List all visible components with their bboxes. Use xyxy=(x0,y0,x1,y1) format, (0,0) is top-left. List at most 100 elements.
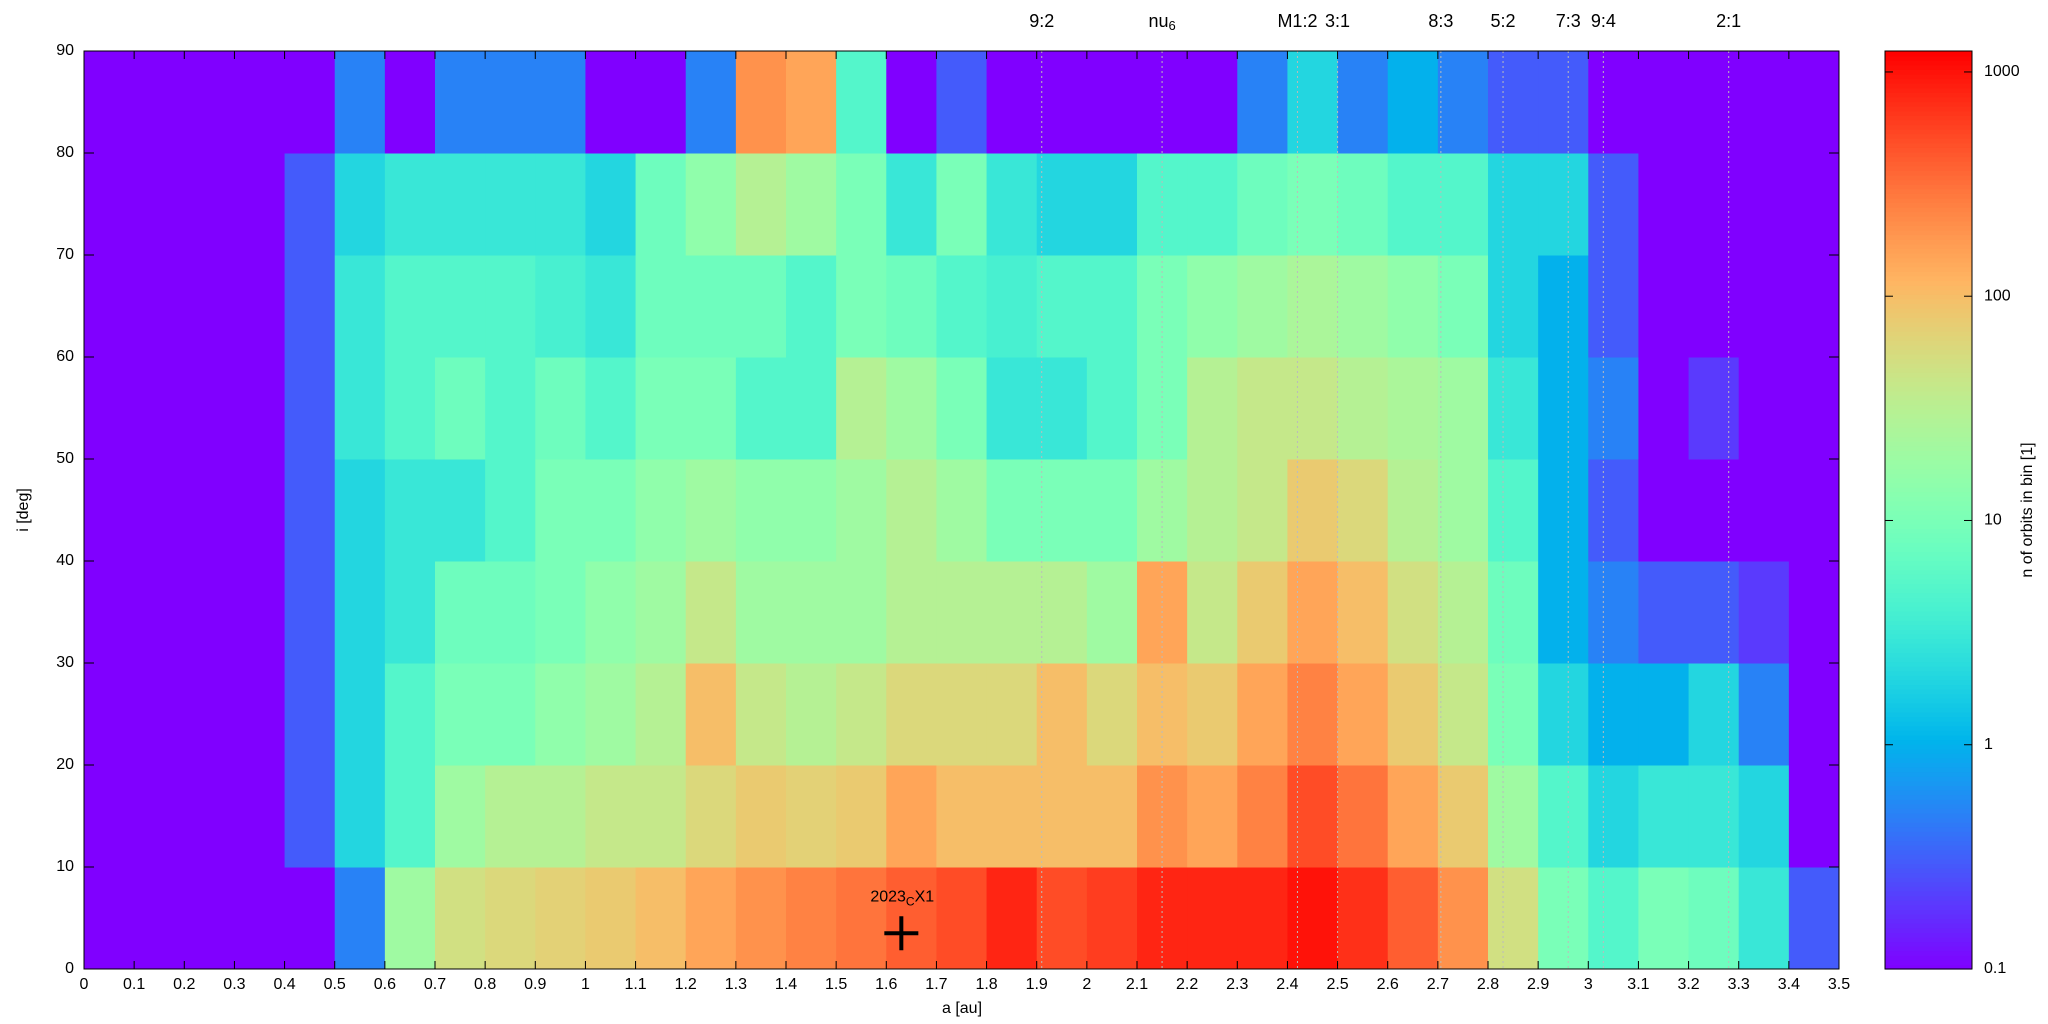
colorbar-strip xyxy=(1885,863,1972,869)
heatmap-cell xyxy=(936,561,988,664)
colorbar-strip xyxy=(1885,308,1972,314)
heatmap-cell xyxy=(334,153,386,256)
heatmap-cell xyxy=(1488,459,1539,562)
heatmap-cell xyxy=(1036,255,1088,358)
heatmap-cell xyxy=(134,663,185,766)
y-tick-label: 90 xyxy=(56,42,74,59)
colorbar-strip xyxy=(1885,124,1972,130)
x-tick-label: 1.4 xyxy=(775,976,797,993)
colorbar-strip xyxy=(1885,679,1972,686)
heatmap-cell xyxy=(836,357,887,460)
colorbar-strip xyxy=(1885,661,1972,667)
colorbar-strip xyxy=(1885,588,1972,594)
colorbar-strip xyxy=(1885,610,1972,617)
colorbar-strip xyxy=(1885,83,1972,89)
x-tick-label: 2.6 xyxy=(1377,976,1399,993)
x-tick-label: 1.8 xyxy=(975,976,997,993)
heatmap-cell xyxy=(284,459,336,562)
colorbar-strip xyxy=(1885,436,1972,442)
heatmap-cell xyxy=(1237,51,1288,154)
colorbar-strip xyxy=(1885,138,1972,144)
heatmap-cell xyxy=(1237,663,1288,766)
heatmap-cell xyxy=(1337,255,1389,358)
x-tick-label: 3.1 xyxy=(1627,976,1649,993)
x-tick-label: 2.4 xyxy=(1276,976,1298,993)
heatmap-cell xyxy=(1287,459,1339,562)
colorbar-strip xyxy=(1885,652,1972,658)
heatmap-cell xyxy=(1638,561,1690,664)
heatmap-cell xyxy=(735,867,787,970)
colorbar-strip xyxy=(1885,812,1972,819)
heatmap-cell xyxy=(184,459,235,562)
x-tick-label: 3.3 xyxy=(1728,976,1750,993)
heatmap-cell xyxy=(134,867,185,970)
colorbar-strip xyxy=(1885,900,1972,906)
colorbar-strip xyxy=(1885,551,1972,557)
heatmap-cell xyxy=(435,459,486,562)
colorbar-strip xyxy=(1885,707,1972,713)
colorbar-strip xyxy=(1885,532,1972,539)
heatmap-cell xyxy=(936,663,988,766)
colorbar-strip xyxy=(1885,776,1972,782)
colorbar-strip xyxy=(1885,753,1972,759)
heatmap-cell xyxy=(1337,357,1389,460)
x-tick-label: 0.4 xyxy=(273,976,295,993)
heatmap-cell xyxy=(1688,867,1740,970)
colorbar-strip xyxy=(1885,601,1972,607)
heatmap-cell xyxy=(1638,255,1690,358)
colorbar-strip xyxy=(1885,670,1972,676)
heatmap-cell xyxy=(986,561,1038,664)
heatmap-cell xyxy=(1187,663,1238,766)
colorbar-strip xyxy=(1885,808,1972,814)
colorbar-strip xyxy=(1885,101,1972,107)
resonance-label: 8:3 xyxy=(1428,11,1453,31)
heatmap-cell xyxy=(1738,459,1790,562)
colorbar-strip xyxy=(1885,252,1972,259)
y-tick-label: 30 xyxy=(56,654,74,671)
heatmap-cell xyxy=(735,51,787,154)
colorbar-strip xyxy=(1885,464,1972,470)
heatmap-cell xyxy=(1187,867,1238,970)
heatmap-cell xyxy=(1287,561,1339,664)
heatmap-cell xyxy=(1788,867,1840,970)
colorbar-strip xyxy=(1885,78,1972,84)
heatmap-cell xyxy=(284,867,336,970)
heatmap-cell xyxy=(1437,561,1489,664)
colorbar-strip xyxy=(1885,363,1972,369)
colorbar-strip xyxy=(1885,193,1972,199)
heatmap-cell xyxy=(1237,561,1288,664)
heatmap-cell xyxy=(485,51,536,154)
colorbar-strip xyxy=(1885,271,1972,277)
heatmap-cell xyxy=(1437,663,1489,766)
colorbar-strip xyxy=(1885,381,1972,387)
heatmap-cell xyxy=(1488,255,1539,358)
heatmap-cell xyxy=(384,765,436,868)
resonance-label: M1:2 xyxy=(1277,11,1317,31)
x-tick-label: 3 xyxy=(1584,976,1593,993)
colorbar-strip xyxy=(1885,473,1972,479)
heatmap-cell xyxy=(585,51,637,154)
heatmap-cell xyxy=(384,153,436,256)
heatmap-cell xyxy=(334,459,386,562)
colorbar-strip xyxy=(1885,73,1972,80)
heatmap-cell xyxy=(936,765,988,868)
heatmap xyxy=(84,51,1840,970)
x-tick-label: 0.6 xyxy=(374,976,396,993)
colorbar-strip xyxy=(1885,69,1972,75)
colorbar-tick-label: 1000 xyxy=(1984,63,2020,80)
heatmap-cell xyxy=(1437,153,1489,256)
colorbar-strip xyxy=(1885,500,1972,507)
heatmap-cell xyxy=(234,663,286,766)
heatmap-cell xyxy=(585,561,637,664)
colorbar-strip xyxy=(1885,353,1972,360)
heatmap-cell xyxy=(1588,255,1639,358)
colorbar-strip xyxy=(1885,597,1972,603)
colorbar-strip xyxy=(1885,321,1972,327)
heatmap-cell xyxy=(585,867,637,970)
heatmap-cell xyxy=(986,867,1038,970)
heatmap-cell xyxy=(1488,561,1539,664)
colorbar-strip xyxy=(1885,872,1972,878)
x-tick-label: 2.1 xyxy=(1126,976,1148,993)
x-tick-label: 1.9 xyxy=(1026,976,1048,993)
colorbar-strip xyxy=(1885,188,1972,194)
